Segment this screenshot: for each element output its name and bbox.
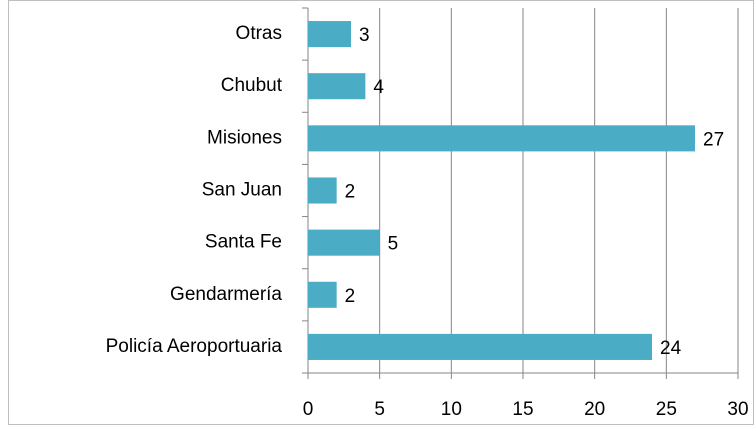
data-label: 4	[373, 77, 384, 98]
x-tick-label: 15	[512, 399, 533, 420]
x-tick-label: 25	[656, 399, 677, 420]
x-tick-label: 5	[374, 399, 385, 420]
x-tick-label: 0	[303, 399, 314, 420]
y-tick-label: San Juan	[202, 180, 282, 201]
x-tick-label: 20	[584, 399, 605, 420]
y-tick-label: Chubut	[221, 75, 283, 96]
data-label: 2	[345, 182, 356, 203]
data-label: 27	[703, 129, 724, 150]
y-tick-label: Policía Aeroportuaria	[106, 336, 283, 357]
data-label: 24	[660, 338, 682, 359]
data-label: 5	[388, 234, 399, 255]
bar	[308, 333, 652, 360]
bar	[308, 177, 337, 204]
bar	[308, 125, 695, 152]
bar	[308, 21, 351, 48]
chart-border	[8, 0, 754, 425]
y-tick-label: Santa Fe	[205, 232, 282, 253]
bar	[308, 229, 380, 256]
data-label: 3	[359, 25, 370, 46]
y-tick-label: Gendarmería	[170, 284, 282, 305]
bar	[308, 73, 366, 100]
y-tick-label: Misiones	[207, 127, 282, 148]
bar	[308, 281, 337, 308]
x-tick-label: 10	[441, 399, 462, 420]
x-tick-label: 30	[727, 399, 748, 420]
data-label: 2	[345, 286, 356, 307]
y-tick-label: Otras	[236, 23, 282, 44]
